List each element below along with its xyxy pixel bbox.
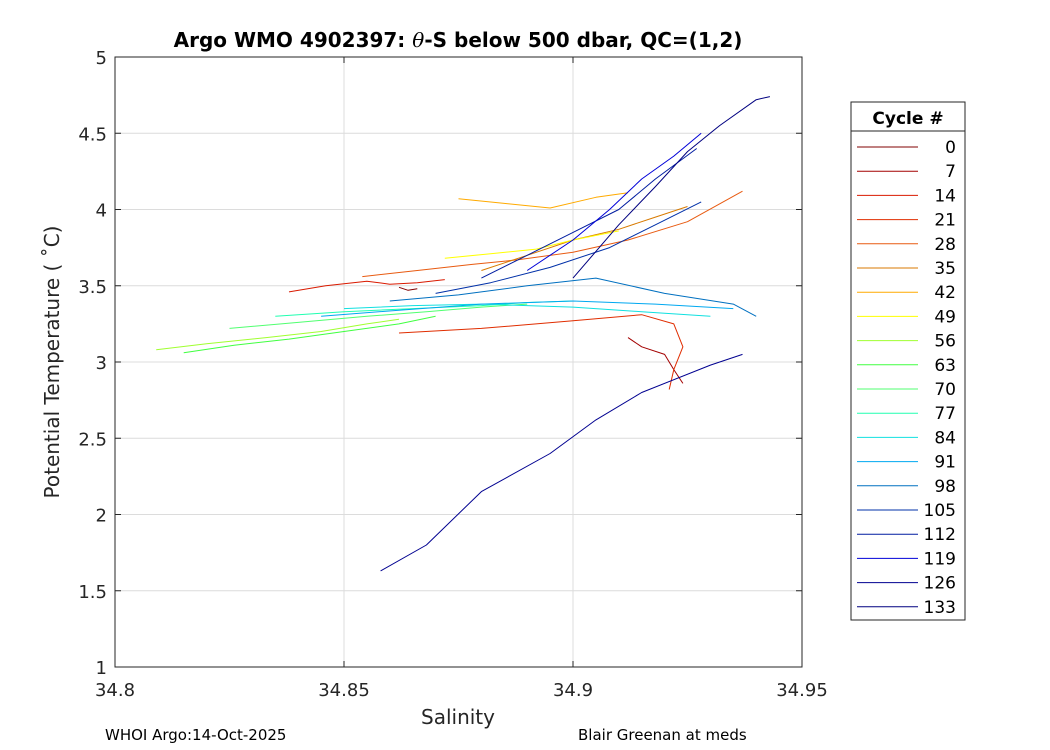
- footer-left: WHOI Argo:14-Oct-2025: [105, 726, 287, 744]
- y-tick-label: 5: [96, 48, 107, 69]
- chart-title-prefix: Argo WMO 4902397:: [174, 28, 413, 52]
- x-tick-label: 34.9: [553, 680, 593, 701]
- series-line-cycle-133: [572, 96, 771, 279]
- x-axis-label: Salinity: [421, 705, 495, 729]
- y-tick-label: 4.5: [78, 124, 107, 145]
- legend-entry-label: 77: [934, 404, 956, 424]
- legend-title: Cycle #: [872, 109, 943, 129]
- legend-entry-label: 70: [934, 380, 956, 400]
- series-line-cycle-98: [389, 277, 757, 317]
- y-tick-label: 3: [96, 353, 107, 374]
- y-tick-label: 2.5: [78, 429, 107, 450]
- y-axis-label: Potential Temperature ( ˚C): [40, 226, 64, 499]
- y-tick-label: 1: [96, 658, 107, 679]
- legend-entry-label: 21: [934, 211, 956, 231]
- legend-entry-label: 84: [934, 428, 956, 448]
- legend-entry-label: 98: [934, 477, 956, 497]
- x-tick-label: 34.8: [95, 680, 135, 701]
- chart-title-suffix: -S below 500 dbar, QC=(1,2): [424, 28, 742, 52]
- footer-right: Blair Greenan at meds: [578, 726, 747, 744]
- series-line-cycle-70: [229, 303, 528, 329]
- y-tick-label: 2: [96, 506, 107, 527]
- legend-entries: 0 7 14 21 28 35 42 49 56 63 70 77 84 91 98 105 112 119 126…: [857, 138, 956, 618]
- series-line-cycle-91: [321, 300, 734, 317]
- series-line-cycle-49: [444, 230, 619, 259]
- legend-entry-label: 112: [924, 525, 956, 545]
- series-line-cycle-42: [458, 192, 629, 209]
- x-tick-label: 34.95: [776, 680, 828, 701]
- series-line-cycle-119: [526, 132, 702, 271]
- y-tick-label: 4: [96, 201, 107, 222]
- legend-entry-label: 119: [924, 549, 956, 569]
- legend-entry-label: 56: [934, 332, 956, 352]
- legend-entry-label: 14: [934, 186, 956, 206]
- legend-entry-label: 7: [945, 162, 956, 182]
- x-tick-label: 34.85: [318, 680, 370, 701]
- legend-box: [850, 101, 966, 621]
- legend-entry-label: 105: [924, 501, 956, 521]
- legend-entry-label: 42: [934, 283, 956, 303]
- series-line-cycle-0: [398, 286, 418, 291]
- series-line-cycle-126: [380, 353, 743, 572]
- series-line-cycle-105: [435, 201, 702, 294]
- legend-entry-label: 63: [934, 356, 956, 376]
- series-layer: [156, 96, 771, 572]
- legend-entry-label: 133: [924, 598, 956, 618]
- legend-entry-label: 28: [934, 235, 956, 255]
- legend-entry-label: 0: [945, 138, 956, 158]
- axis-ticks: 34.8 34.85 34.9 34.95 1 1.5 2 2.5 3 3.5 4 4.5 5: [78, 48, 827, 701]
- legend-entry-label: 49: [934, 307, 956, 327]
- legend-entry-label: 91: [934, 453, 956, 473]
- legend-entry-label: 126: [924, 574, 956, 594]
- series-line-cycle-56: [156, 318, 400, 351]
- series-line-cycle-28: [362, 190, 743, 278]
- series-line-cycle-35: [481, 206, 688, 271]
- chart-title-theta: θ: [412, 28, 424, 52]
- legend: Cycle # 0 7 14 21 28 35 42 49 56 63 70 77 84 91 98 105 1…: [850, 101, 966, 621]
- series-line-cycle-84: [343, 303, 711, 317]
- y-tick-label: 1.5: [78, 582, 107, 603]
- series-line-cycle-7: [627, 337, 684, 384]
- y-tick-label: 3.5: [78, 277, 107, 298]
- series-line-cycle-21: [398, 314, 684, 390]
- series-line-cycle-14: [288, 279, 445, 293]
- legend-entry-label: 35: [934, 259, 956, 279]
- series-line-cycle-63: [183, 315, 436, 354]
- chart-title: Argo WMO 4902397: θ-S below 500 dbar, QC…: [174, 28, 743, 52]
